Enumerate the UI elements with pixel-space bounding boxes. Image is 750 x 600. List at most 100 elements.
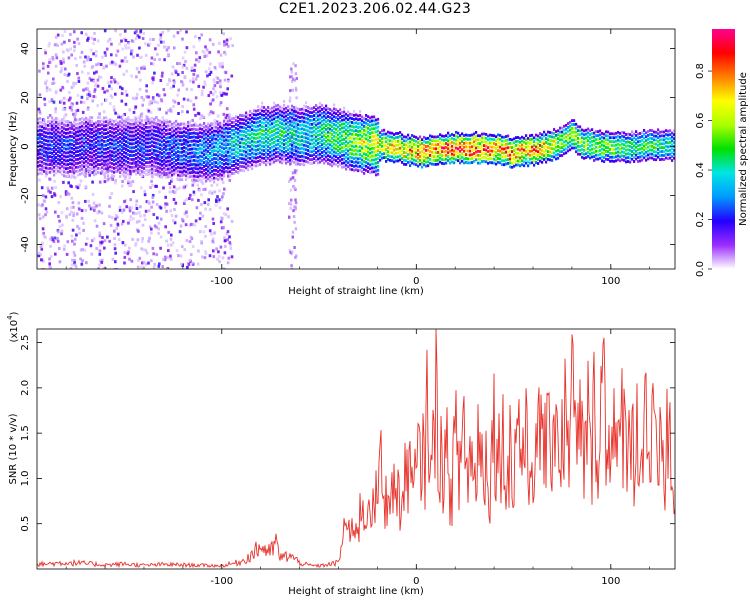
ridge-cell (79, 161, 82, 164)
ridge-cell (123, 166, 126, 170)
noise-cell (222, 32, 225, 36)
ridge-cell (489, 157, 492, 160)
ridge-cell (115, 166, 118, 169)
ridge-cell (207, 142, 210, 145)
ridge-cell (223, 151, 226, 154)
ridge-cell (389, 151, 392, 154)
noise-cell (82, 88, 85, 92)
noise-cell (65, 215, 68, 219)
ridge-cell (165, 148, 168, 152)
ridge-cell (219, 160, 222, 164)
ridge-cell (551, 155, 554, 158)
ridge-cell (243, 141, 246, 145)
ridge-cell (183, 134, 186, 138)
ridge-cell (165, 176, 168, 179)
ridge-cell (235, 154, 238, 158)
ridge-cell (161, 167, 164, 171)
ridge-cell (375, 122, 378, 126)
noise-cell (128, 257, 131, 261)
ridge-cell (257, 128, 260, 132)
noise-cell (49, 237, 52, 241)
noise-cell (70, 85, 74, 89)
ridge-cell (131, 119, 134, 122)
noise-cell (159, 33, 163, 37)
ridge-cell (239, 113, 242, 117)
ridge-cell (57, 165, 60, 169)
noise-cell (60, 229, 64, 233)
ridge-cell (339, 143, 342, 147)
noise-cell (152, 252, 155, 256)
noise-cell (90, 36, 94, 40)
ridge-cell (335, 127, 338, 131)
ridge-cell (519, 164, 522, 168)
ridge-cell (267, 125, 270, 129)
ridge-cell (193, 166, 196, 170)
ridge-cell (441, 142, 444, 146)
noise-cell (163, 160, 166, 164)
ridge-cell (227, 154, 230, 158)
ridge-cell (337, 129, 340, 133)
ridge-cell (187, 132, 190, 136)
noise-cell (123, 113, 126, 116)
ridge-cell (307, 117, 310, 121)
ridge-cell (289, 123, 292, 127)
ridge-cell (595, 157, 598, 161)
noise-cell (97, 121, 101, 125)
ridge-cell (117, 148, 120, 152)
ridge-cell (41, 152, 44, 156)
ridge-cell (589, 133, 592, 136)
ridge-cell (67, 170, 70, 174)
ridge-cell (535, 141, 538, 145)
noise-cell (205, 54, 209, 58)
ridge-cell (55, 156, 58, 159)
ridge-cell (169, 120, 172, 124)
ridge-cell (507, 162, 510, 165)
noise-cell (124, 102, 128, 106)
noise-cell (169, 257, 173, 261)
noise-cell (226, 230, 230, 234)
ridge-cell (265, 151, 268, 155)
ridge-cell (57, 134, 60, 138)
ridge-cell (103, 132, 106, 136)
ridge-cell (101, 119, 104, 123)
ridge-cell (497, 161, 500, 164)
ridge-cell (43, 138, 46, 142)
ridge-cell (49, 135, 52, 139)
ridge-cell (335, 116, 338, 119)
ridge-cell (353, 110, 356, 113)
noise-cell (90, 78, 93, 82)
ridge-cell (583, 133, 586, 137)
ridge-cell (367, 170, 370, 173)
ridge-cell (109, 149, 112, 153)
ridge-cell (51, 148, 54, 151)
noise-cell (135, 67, 139, 71)
noise-cell (73, 45, 76, 49)
noise-cell (132, 211, 135, 215)
ridge-cell (239, 157, 242, 160)
ridge-cell (123, 151, 126, 154)
ridge-cell (171, 138, 174, 142)
ridge-cell (105, 143, 108, 147)
ridge-cell (325, 108, 328, 112)
ridge-cell (47, 120, 50, 123)
ridge-cell (349, 144, 352, 147)
ridge-cell (339, 116, 342, 119)
ridge-cell (479, 134, 482, 138)
ridge-cell (373, 115, 376, 119)
ridge-cell (233, 132, 236, 136)
noise-cell (74, 82, 77, 85)
noise-cell (88, 94, 92, 98)
noise-cell (104, 53, 107, 57)
ridge-cell (401, 141, 404, 145)
ridge-cell (47, 116, 50, 120)
ridge-cell (227, 135, 230, 139)
ridge-cell (257, 132, 260, 136)
ridge-cell (405, 147, 408, 151)
noise-cell (158, 262, 161, 266)
noise-cell (223, 187, 226, 191)
ridge-cell (225, 134, 228, 138)
ridge-cell (67, 131, 70, 135)
ridge-cell (91, 128, 94, 131)
noise-cell (60, 42, 64, 46)
ridge-cell (81, 148, 84, 152)
